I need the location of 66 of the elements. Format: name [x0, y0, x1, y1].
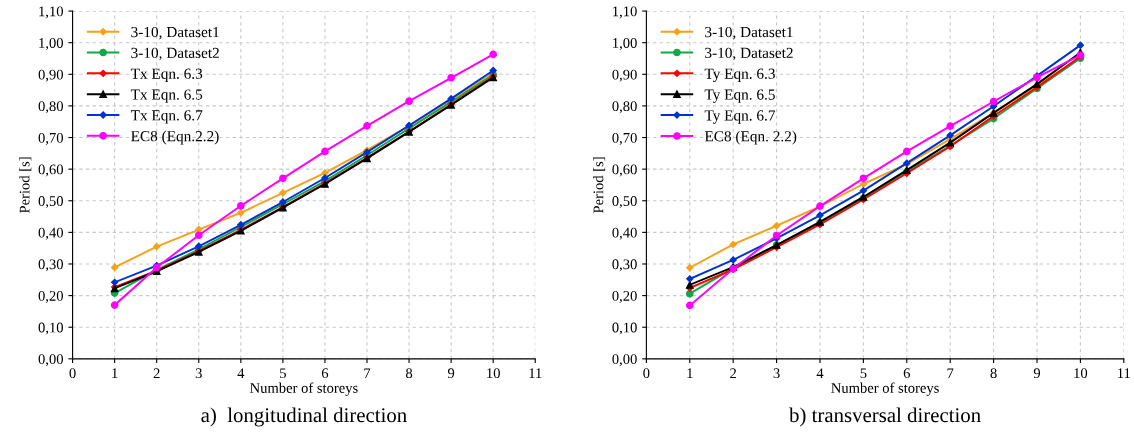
- y-tick-label: 1,00: [613, 38, 637, 50]
- x-tick-label: 3: [195, 368, 202, 379]
- y-tick-label: 0,00: [612, 354, 637, 367]
- legend-label: EC8 (Eqn.2.2): [131, 130, 219, 145]
- y-tick-label: 0,80: [612, 101, 637, 114]
- x-tick-label: 1: [112, 368, 118, 378]
- y-tick-label: 0,70: [612, 132, 637, 145]
- x-tick-label: 9: [1033, 368, 1041, 379]
- y-axis-title: Period [s]: [593, 157, 606, 214]
- y-tick-label: 0,30: [38, 259, 63, 272]
- x-tick-label: 4: [816, 368, 824, 378]
- x-tick-label: 8: [405, 368, 413, 379]
- legend-label: Ty Eqn. 6.3: [704, 68, 775, 82]
- x-tick-label: 7: [364, 368, 371, 378]
- text: b) transversal direction: [789, 407, 981, 427]
- x-tick-label: 5: [280, 368, 286, 379]
- y-tick-label: 0,70: [38, 132, 63, 145]
- y-axis-title: Period [s]: [19, 157, 32, 214]
- x-tick-label: 7: [947, 368, 954, 378]
- x-tick-label: 11: [1118, 368, 1130, 378]
- y-tick-label: 0,10: [612, 322, 637, 335]
- legend-label: Tx Eqn. 6.5: [130, 89, 203, 103]
- x-tick-label: 1: [687, 368, 693, 378]
- x-tick-label: 2: [153, 368, 160, 378]
- y-tick-label: 0,00: [38, 354, 63, 367]
- x-tick-label: 3: [773, 368, 780, 379]
- x-tick-label: 8: [990, 368, 997, 379]
- legend-label: Tx Eqn. 6.7: [130, 110, 203, 124]
- legend-label: 3-10, Dataset1: [131, 26, 219, 40]
- x-tick-label: 0: [643, 368, 650, 379]
- y-tick-label: 0,30: [612, 259, 637, 272]
- legend-label: EC8 (Eqn. 2.2): [704, 130, 797, 145]
- x-tick-label: 6: [321, 368, 329, 379]
- y-tick-label: 0,10: [38, 322, 63, 335]
- y-tick-label: 0,50: [612, 196, 637, 209]
- x-axis-title: Number of storeys: [250, 382, 358, 396]
- y-tick-label: 0,20: [612, 290, 637, 303]
- legend-label: Ty Eqn. 6.5: [704, 89, 775, 103]
- y-tick-label: 0,50: [38, 196, 63, 209]
- x-tick-label: 10: [487, 368, 500, 379]
- legend-label: 3-10, Dataset1: [705, 26, 793, 40]
- x-tick-label: 10: [1074, 368, 1088, 379]
- x-tick-label: 6: [903, 368, 910, 379]
- x-tick-label: 2: [730, 368, 737, 378]
- y-tick-label: 1,00: [39, 38, 63, 50]
- legend-label: 3-10, Dataset2: [131, 47, 219, 61]
- y-tick-label: 0,90: [612, 69, 637, 82]
- legend-label: Ty Eqn. 6.7: [704, 110, 776, 124]
- y-tick-label: 0,20: [38, 290, 63, 303]
- y-tick-label: 0,80: [38, 101, 63, 114]
- y-tick-label: 0,90: [38, 69, 63, 82]
- y-tick-label: 0,60: [612, 164, 637, 177]
- y-tick-label: 0,40: [38, 227, 63, 240]
- text: a) longitudinal direction: [201, 407, 407, 427]
- y-tick-label: 0,40: [612, 227, 637, 240]
- x-tick-label: 0: [69, 368, 76, 379]
- y-tick-label: 1,10: [613, 6, 637, 19]
- x-tick-label: 11: [529, 368, 542, 378]
- legend-label: Tx Eqn. 6.3: [130, 68, 203, 82]
- x-tick-label: 9: [447, 368, 455, 379]
- x-tick-label: 4: [237, 368, 245, 378]
- x-axis-title: Number of storeys: [831, 382, 939, 396]
- y-tick-label: 1,10: [39, 6, 63, 19]
- y-tick-label: 0,60: [38, 164, 63, 177]
- legend-label: 3-10, Dataset2: [705, 47, 793, 61]
- x-tick-label: 5: [860, 368, 867, 379]
